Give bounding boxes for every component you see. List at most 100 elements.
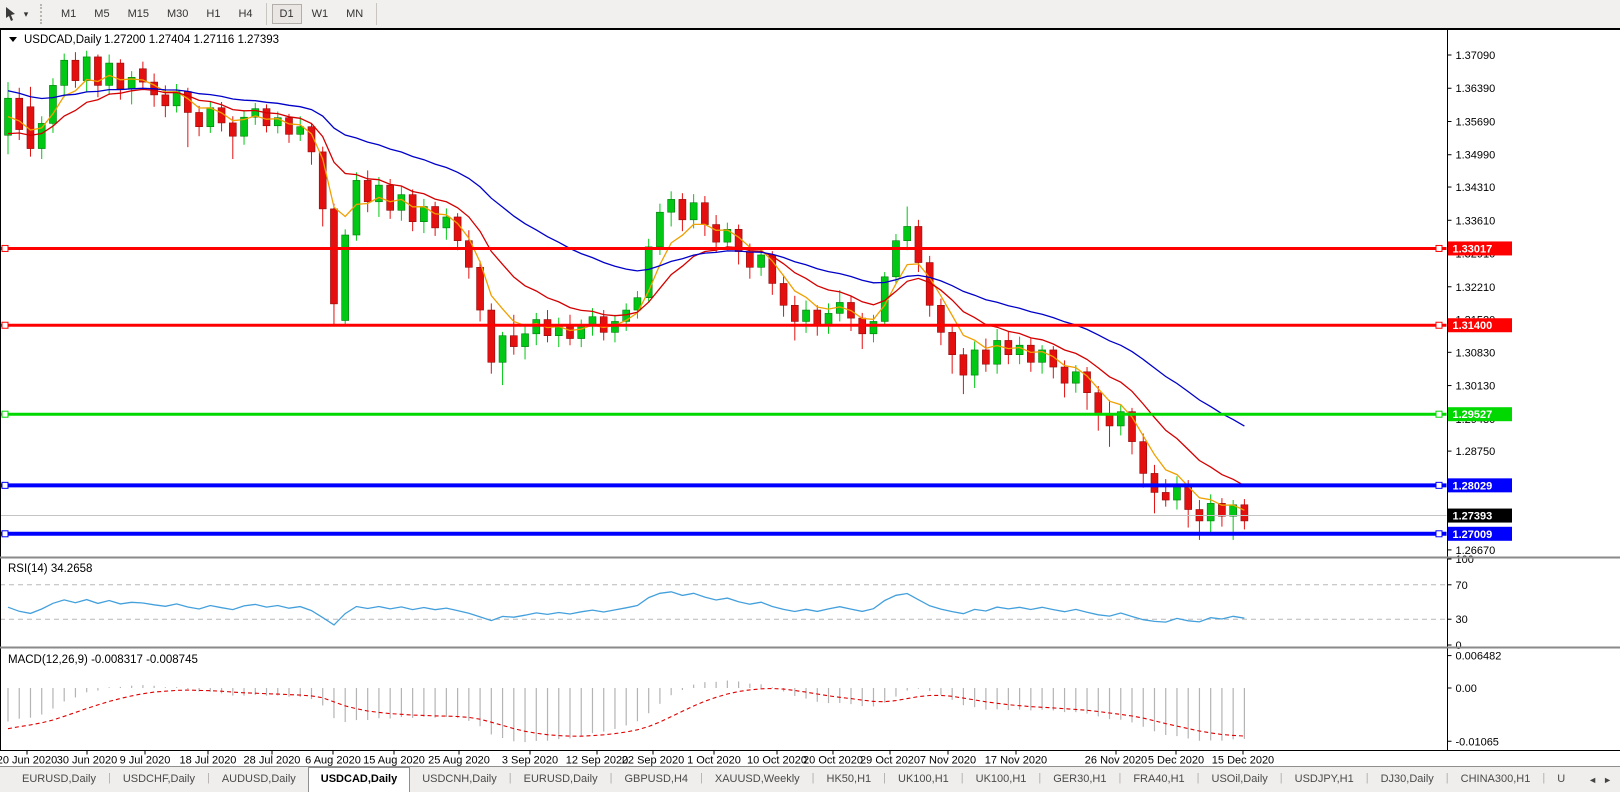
- hline-price-flag-label: 1.29527: [1453, 409, 1493, 421]
- symbol-tab-uk100-h1[interactable]: UK100,H1: [975, 773, 1027, 785]
- bear-candle: [948, 332, 956, 355]
- hline-anchor[interactable]: [1435, 530, 1443, 538]
- chevron-down-icon[interactable]: ▾: [23, 8, 29, 19]
- symbol-tab-xauusd-weekly[interactable]: XAUUSD,Weekly: [714, 773, 800, 785]
- symbol-tab-dj30-daily[interactable]: DJ30,Daily: [1380, 773, 1434, 785]
- bear-candle: [768, 254, 777, 284]
- price-tick-label: 1.26670: [1456, 545, 1496, 557]
- chart-area[interactable]: 1.37090 1.36390 1.35690 1.34990 1.34310 1.336…: [0, 0, 1620, 766]
- timeframe-button-d1[interactable]: D1: [271, 4, 302, 24]
- current-price-flag-label: 1.27393: [1453, 511, 1493, 523]
- tab-scroll-right-icon[interactable]: ►: [1603, 774, 1612, 785]
- hline-anchor[interactable]: [1, 321, 9, 329]
- bear-candle: [307, 126, 316, 153]
- bear-candle: [746, 251, 754, 268]
- bear-candle: [465, 240, 473, 268]
- hline-anchor[interactable]: [1435, 410, 1443, 418]
- bull-candle: [689, 202, 698, 221]
- timeframe-button-m1[interactable]: M1: [53, 4, 84, 24]
- tab-separator: |: [1279, 772, 1283, 784]
- symbol-tab-hk50-h1[interactable]: HK50,H1: [826, 773, 872, 785]
- bear-candle: [408, 194, 417, 223]
- tab-separator: |: [1445, 772, 1449, 784]
- bull-candle: [1015, 344, 1024, 355]
- bear-candle: [1139, 441, 1148, 474]
- symbol-tab-fra40-h1[interactable]: FRA40,H1: [1133, 773, 1185, 785]
- rsi-tick-label: 70: [1456, 580, 1468, 592]
- bear-candle: [71, 59, 80, 81]
- bear-candle: [161, 94, 170, 107]
- bull-candle: [892, 240, 900, 278]
- bull-candle: [757, 254, 765, 268]
- tab-scroll-left-icon[interactable]: ◄: [1588, 774, 1598, 785]
- symbol-tab-usdcad-daily[interactable]: USDCAD,Daily: [307, 767, 411, 792]
- date-tick-label: 20 Jun 2020: [0, 755, 57, 767]
- symbol-tab-usdcnh-daily[interactable]: USDCNH,Daily: [422, 773, 497, 785]
- bear-candle: [139, 68, 147, 83]
- macd-tick-label: 0.00: [1456, 683, 1477, 695]
- symbol-tab-eurusd-daily[interactable]: EURUSD,Daily: [22, 773, 96, 785]
- bull-candle: [993, 340, 1001, 365]
- symbol-tab-usoil-daily[interactable]: USOil,Daily: [1211, 773, 1268, 785]
- hline-anchor[interactable]: [1, 410, 9, 418]
- bull-candle: [206, 107, 215, 128]
- hline-anchor[interactable]: [1435, 321, 1443, 329]
- bear-candle: [914, 226, 923, 263]
- tab-separator: |: [508, 772, 512, 784]
- bull-candle: [341, 234, 350, 321]
- bear-candle: [701, 202, 709, 225]
- tab-separator: |: [1038, 772, 1042, 784]
- symbol-tab-usdjpy-h1[interactable]: USDJPY,H1: [1294, 773, 1354, 785]
- bear-candle: [116, 62, 125, 90]
- cursor-tool-icon[interactable]: [2, 4, 20, 24]
- bear-candle: [1240, 504, 1249, 522]
- symbol-tab-gbpusd-h4[interactable]: GBPUSD,H4: [624, 773, 689, 785]
- tab-separator: |: [960, 772, 964, 784]
- chart-menu-triangle-icon[interactable]: [9, 37, 17, 42]
- hline-anchor[interactable]: [1, 244, 9, 252]
- bull-candle: [1072, 371, 1080, 384]
- symbol-tab-u[interactable]: U: [1557, 773, 1566, 785]
- symbol-tab-china300-h1[interactable]: CHINA300,H1: [1460, 773, 1531, 785]
- hline-anchor[interactable]: [1, 530, 9, 538]
- bear-candle: [262, 108, 271, 127]
- bear-candle: [229, 122, 237, 137]
- timeframe-button-w1[interactable]: W1: [304, 4, 337, 24]
- hline-anchor[interactable]: [1435, 244, 1443, 252]
- symbol-tab-audusd-daily[interactable]: AUDUSD,Daily: [221, 773, 296, 785]
- chart-title-ohlc: 1.27200 1.27404 1.27116 1.27393: [104, 34, 279, 46]
- bear-candle: [1094, 392, 1103, 415]
- timeframe-button-m5[interactable]: M5: [86, 4, 117, 24]
- date-tick-label: 3 Sep 2020: [502, 755, 558, 767]
- timeframe-button-m15[interactable]: M15: [120, 4, 157, 24]
- date-tick-label: 15 Dec 2020: [1212, 755, 1274, 767]
- hline-price-flag-label: 1.33017: [1453, 243, 1493, 255]
- bull-candle: [37, 123, 46, 149]
- date-tick-label: 9 Jul 2020: [120, 755, 171, 767]
- date-tick-label: 15 Aug 2020: [363, 755, 425, 767]
- timeframe-button-mn[interactable]: MN: [338, 4, 371, 24]
- cursor-icon: [6, 7, 15, 21]
- date-tick-label: 20 Oct 2020: [803, 755, 863, 767]
- rsi-line: [7, 591, 1245, 626]
- hline-price-flag: [1448, 318, 1512, 333]
- macd-tick-label: -0.01065: [1456, 736, 1499, 748]
- price-tick-label: 1.34990: [1456, 150, 1496, 162]
- bull-candle: [442, 216, 451, 229]
- hline-price-flag: [1448, 526, 1512, 541]
- toolbar: ▾ M1 M5 M15 M30 H1 H4 D1 W1 MN: [0, 0, 1620, 29]
- hline-anchor[interactable]: [1435, 481, 1443, 489]
- symbol-tab-eurusd-daily[interactable]: EURUSD,Daily: [523, 773, 598, 785]
- bear-candle: [1161, 492, 1170, 501]
- timeframe-button-h4[interactable]: H4: [230, 4, 260, 24]
- bear-candle: [937, 304, 945, 333]
- hline-anchor[interactable]: [1, 481, 9, 489]
- toolbar-grip[interactable]: [40, 4, 46, 24]
- timeframe-button-m30[interactable]: M30: [159, 4, 196, 24]
- bear-candle: [487, 309, 496, 363]
- timeframe-button-h1[interactable]: H1: [198, 4, 228, 24]
- bull-candle: [611, 321, 619, 333]
- symbol-tab-uk100-h1[interactable]: UK100,H1: [898, 773, 949, 785]
- symbol-tab-usdchf-daily[interactable]: USDCHF,Daily: [122, 773, 195, 785]
- symbol-tab-ger30-h1[interactable]: GER30,H1: [1053, 773, 1107, 785]
